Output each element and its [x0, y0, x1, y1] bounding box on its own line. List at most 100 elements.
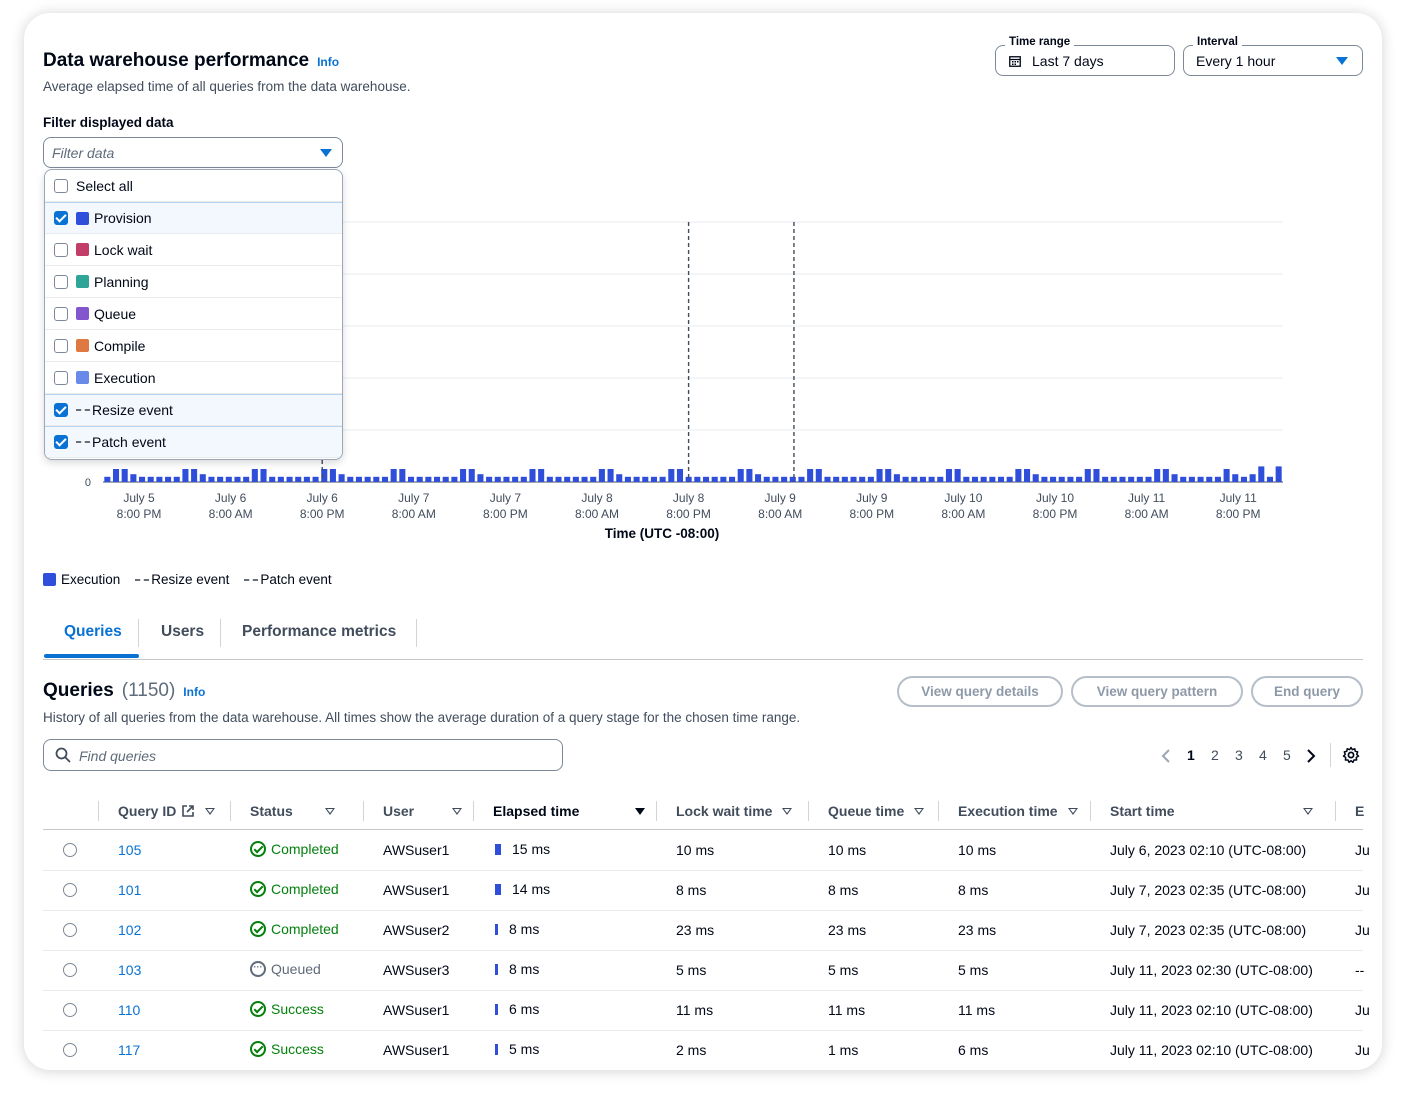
query-id-link[interactable]: 117 [118, 1042, 141, 1058]
bar-execution[interactable] [980, 476, 987, 482]
table-row[interactable]: 105 AWSuser1 10 ms 10 ms 10 ms July 6, 2023 0… [43, 831, 1370, 871]
filter-option[interactable]: Execution [45, 362, 342, 394]
bar-execution[interactable] [355, 476, 362, 482]
bar-execution[interactable] [1076, 476, 1083, 482]
bar-execution[interactable] [407, 476, 415, 482]
bar-execution[interactable] [1154, 469, 1161, 482]
bar-execution[interactable] [659, 476, 666, 482]
bar-execution[interactable] [503, 476, 510, 482]
bar-execution[interactable] [1266, 476, 1274, 482]
bar-execution[interactable] [737, 469, 744, 482]
table-row[interactable]: 110 AWSuser1 11 ms 11 ms 11 ms July 11, 2023 … [43, 991, 1370, 1031]
gear-icon[interactable] [1342, 746, 1360, 769]
bar-execution[interactable] [729, 476, 736, 482]
filter-option[interactable]: Patch event [45, 426, 342, 458]
bar-execution[interactable] [945, 469, 952, 482]
bar-execution[interactable] [555, 476, 562, 482]
bar-execution[interactable] [720, 476, 727, 482]
bar-execution[interactable] [989, 476, 996, 482]
bar-execution[interactable] [1093, 469, 1100, 482]
bar-execution[interactable] [303, 476, 310, 482]
bar-execution[interactable] [1188, 476, 1195, 482]
bar-execution[interactable] [147, 476, 154, 482]
row-radio[interactable] [63, 843, 77, 857]
bar-execution[interactable] [1067, 476, 1074, 482]
chevron-right-icon[interactable] [1306, 748, 1316, 769]
bar-execution[interactable] [1206, 476, 1213, 482]
bar-execution[interactable] [772, 476, 779, 482]
interval-select[interactable]: Interval Every 1 hour [1183, 36, 1363, 77]
bar-execution[interactable] [1058, 476, 1065, 482]
column-start-time[interactable]: Start time [1110, 803, 1313, 819]
bar-execution[interactable] [876, 469, 883, 482]
bar-execution[interactable] [1119, 476, 1126, 482]
bar-execution[interactable] [243, 476, 250, 482]
bar-execution[interactable] [893, 474, 900, 482]
bar-execution[interactable] [1162, 469, 1169, 482]
query-id-link[interactable]: 101 [118, 882, 142, 898]
bar-execution[interactable] [338, 474, 345, 482]
row-radio[interactable] [63, 923, 77, 937]
query-id-link[interactable]: 103 [118, 962, 142, 978]
bar-execution[interactable] [112, 469, 120, 482]
table-row[interactable]: 103 AWSuser3 5 ms 5 ms 5 ms July 11, 2023 02:… [43, 951, 1364, 991]
filter-input[interactable]: Filter data [43, 137, 343, 168]
bar-execution[interactable] [512, 476, 519, 482]
bar-execution[interactable] [295, 476, 302, 482]
bar-execution[interactable] [971, 476, 979, 482]
bar-execution[interactable] [1180, 476, 1187, 482]
bar-execution[interactable] [546, 476, 553, 482]
row-radio[interactable] [63, 1043, 77, 1057]
bar-execution[interactable] [416, 476, 423, 482]
bar-execution[interactable] [850, 476, 857, 482]
column-execution-time[interactable]: Execution time [958, 803, 1078, 819]
bar-execution[interactable] [798, 476, 805, 482]
view-query-pattern-button[interactable]: View query pattern [1071, 676, 1243, 707]
bar-execution[interactable] [885, 469, 892, 482]
bar-execution[interactable] [954, 469, 961, 482]
bar-execution[interactable] [815, 469, 822, 482]
bar-execution[interactable] [668, 469, 675, 482]
checkbox[interactable] [54, 306, 68, 321]
table-row[interactable]: 101 AWSuser1 8 ms 8 ms 8 ms July 7, 2023 02:3… [43, 871, 1370, 911]
bar-execution[interactable] [702, 476, 710, 482]
bar-execution[interactable] [156, 476, 163, 482]
bar-execution[interactable] [381, 476, 389, 482]
bar-execution[interactable] [434, 476, 441, 482]
bar-execution[interactable] [755, 474, 762, 482]
page-5[interactable]: 5 [1283, 747, 1291, 763]
bar-execution[interactable] [928, 476, 935, 482]
bar-execution[interactable] [182, 469, 189, 482]
bar-execution[interactable] [746, 469, 753, 482]
bar-execution[interactable] [902, 476, 909, 482]
bar-execution[interactable] [1006, 476, 1013, 482]
query-id-link[interactable]: 105 [118, 842, 142, 858]
bar-execution[interactable] [477, 474, 484, 482]
column-queue-time[interactable]: Queue time [828, 803, 925, 819]
bar-execution[interactable] [997, 476, 1005, 482]
bar-execution[interactable] [329, 469, 336, 482]
bar-execution[interactable] [564, 476, 571, 482]
bar-execution[interactable] [442, 476, 449, 482]
bar-execution[interactable] [911, 476, 918, 482]
bar-execution[interactable] [321, 469, 328, 482]
bar-execution[interactable] [963, 476, 970, 482]
bar-execution[interactable] [824, 476, 831, 482]
bar-execution[interactable] [130, 474, 137, 482]
bar-execution[interactable] [867, 476, 874, 482]
bar-execution[interactable] [1258, 466, 1265, 482]
bar-execution[interactable] [234, 476, 241, 482]
bar-execution[interactable] [347, 476, 354, 482]
filter-option[interactable]: Lock wait [45, 234, 342, 266]
bar-execution[interactable] [520, 476, 527, 482]
bar-execution[interactable] [460, 469, 467, 482]
bar-execution[interactable] [685, 476, 692, 482]
table-row[interactable]: 102 AWSuser2 23 ms 23 ms 23 ms July 7, 2023 0… [43, 911, 1370, 951]
bar-execution[interactable] [1145, 476, 1152, 482]
bar-execution[interactable] [1032, 474, 1039, 482]
bar-execution[interactable] [763, 476, 770, 482]
bar-execution[interactable] [598, 469, 605, 482]
column-elapsed-time[interactable]: Elapsed time [493, 803, 646, 819]
bar-execution[interactable] [1024, 469, 1031, 482]
bar-execution[interactable] [1015, 469, 1022, 482]
